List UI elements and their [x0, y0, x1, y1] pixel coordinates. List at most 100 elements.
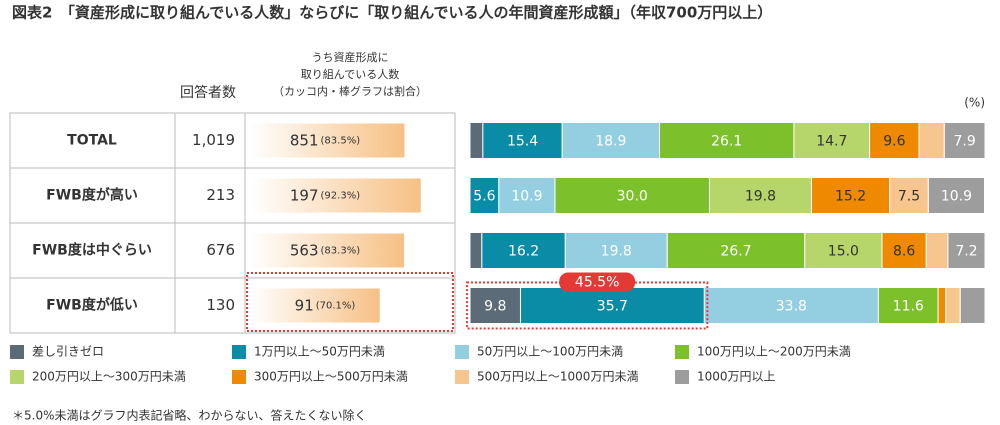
value-label: 7.9	[954, 134, 976, 150]
bar-segment	[927, 177, 985, 214]
respondents: 130	[206, 296, 235, 314]
row-label: TOTAL	[67, 133, 117, 149]
legend-label: 50万円以上～100万円未満	[477, 345, 623, 359]
pct-bar	[250, 123, 405, 158]
row-label: FWB度は中ぐらい	[32, 242, 152, 259]
bar-segment	[945, 287, 961, 324]
participants: 563 (83.3%)	[290, 241, 360, 259]
bar-segment	[869, 122, 920, 159]
bar-segment	[482, 122, 563, 159]
respondents: 1,019	[192, 131, 235, 149]
bar-segment	[564, 232, 668, 269]
bar-segment	[937, 287, 947, 324]
value-label: 26.7	[720, 244, 751, 260]
bar-segment	[925, 232, 949, 269]
value-label: 15.4	[507, 134, 538, 150]
bar-segment	[481, 232, 566, 269]
bar-segment	[469, 287, 521, 324]
value-label: 16.2	[508, 244, 539, 260]
participants-count: 197	[290, 186, 319, 204]
legend-label: 1万円以上～50万円未満	[254, 345, 385, 359]
pct-bar	[250, 288, 380, 323]
value-label: 15.0	[828, 244, 859, 260]
participants-pct: (70.1%)	[316, 301, 356, 312]
bar-segment	[469, 122, 484, 159]
participants-pct: (92.3%)	[321, 191, 361, 202]
legend-swatch	[675, 370, 689, 384]
value-label: 30.0	[617, 189, 648, 205]
bar-segment	[877, 287, 939, 324]
bar-segment	[519, 287, 705, 324]
bar-segment	[889, 177, 929, 214]
participants-pct: (83.5%)	[321, 136, 361, 147]
pct-bar	[250, 178, 421, 213]
annotation-pill	[559, 272, 636, 292]
value-label: 18.9	[595, 134, 626, 150]
column-header: （カッコ内・棒グラフは割合）	[273, 84, 427, 98]
unit-label: (%)	[964, 96, 985, 110]
participants: 91 (70.1%)	[295, 296, 356, 314]
column-header: うち資産形成に	[312, 51, 389, 64]
legend-label: 200万円以上～300万円未満	[32, 370, 186, 384]
respondents: 676	[206, 241, 235, 259]
bar-segment	[561, 122, 661, 159]
legend-swatch	[10, 370, 24, 384]
value-label: 7.2	[955, 244, 977, 260]
bar-segment	[959, 287, 986, 324]
legend-label: 1000万円以上	[697, 370, 776, 384]
value-label: 9.8	[484, 299, 506, 315]
legend-swatch	[10, 345, 24, 359]
column-header: 回答者数	[180, 84, 236, 101]
bar-segment	[810, 177, 891, 214]
column-header: 取り組んでいる人数	[301, 68, 399, 81]
value-label: 10.9	[511, 189, 542, 205]
value-label: 19.8	[745, 189, 776, 205]
value-label: 11.6	[893, 299, 924, 315]
value-label: 19.8	[601, 244, 632, 260]
legend-label: 300万円以上～500万円未満	[254, 370, 408, 384]
bar-segment	[947, 232, 986, 269]
bar-segment	[554, 177, 710, 214]
value-label: 10.9	[941, 189, 972, 205]
row-label: FWB度が低い	[46, 297, 138, 314]
bar-segment	[469, 177, 500, 214]
legend-swatch	[232, 345, 246, 359]
respondents: 213	[206, 186, 235, 204]
row-label: FWB度が高い	[46, 187, 138, 204]
participants: 851 (83.5%)	[290, 131, 360, 149]
value-label: 9.6	[883, 134, 905, 150]
pct-bar	[250, 233, 405, 268]
legend-swatch	[455, 345, 469, 359]
participants-count: 851	[290, 131, 319, 149]
value-label: 5.6	[473, 189, 495, 205]
bar-segment	[943, 122, 986, 159]
participants: 197 (92.3%)	[290, 186, 360, 204]
value-label: 14.7	[816, 134, 847, 150]
value-label: 15.2	[835, 189, 866, 205]
bar-segment	[703, 287, 879, 324]
footnote: ＊5.0%未満はグラフ内表記省略、わからない、答えたくない除く	[12, 408, 367, 423]
value-label: 33.8	[776, 299, 807, 315]
value-label: 8.6	[893, 244, 915, 260]
chart-title: 図表2 「資産形成に取り組んでいる人数」ならびに「取り組んでいる人の年間資産形成…	[12, 4, 772, 22]
legend-label: 500万円以上～1000万円未満	[477, 370, 638, 384]
participants-pct: (83.3%)	[321, 246, 361, 257]
bar-segment	[659, 122, 795, 159]
bar-segment	[881, 232, 927, 269]
legend-label: 100万円以上～200万円未満	[697, 345, 851, 359]
bar-segment	[469, 232, 483, 269]
annotation-label: 45.5%	[575, 275, 619, 291]
bar-segment	[804, 232, 883, 269]
value-label: 35.7	[597, 299, 628, 315]
legend-label: 差し引きゼロ	[32, 345, 104, 359]
value-label: 7.5	[898, 189, 920, 205]
legend-swatch	[455, 370, 469, 384]
value-label: 26.1	[711, 134, 742, 150]
participants-count: 91	[295, 296, 314, 314]
table-frame	[9, 112, 456, 334]
legend-swatch	[675, 345, 689, 359]
bar-segment	[793, 122, 871, 159]
legend-swatch	[232, 370, 246, 384]
bar-segment	[918, 122, 945, 159]
